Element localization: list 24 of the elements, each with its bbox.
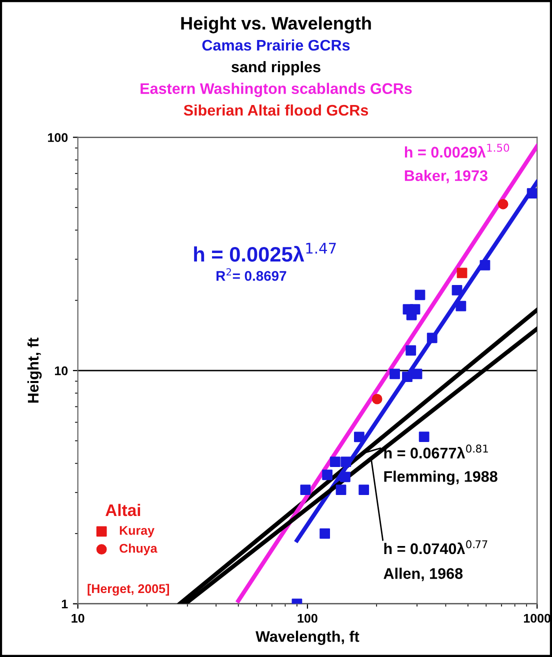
annotation: [Herget, 2005] [88,584,169,596]
annotation: Flemming, 1988 [384,470,498,485]
y-tick-label: 100 [48,133,68,142]
chart-title: Height vs. Wavelength [181,16,371,34]
text: Eastern Washington scablands GCRs [140,82,412,98]
annotation: h = 0.0025λ$^{1.47}$ [194,242,336,262]
text: Siberian Altai flood GCRs [184,104,368,116]
y-tick-label: 10 [54,366,68,376]
y-tick-label: 1 [62,600,68,608]
annotation: h = 0.0029λ$^{1.50}$ [404,144,510,158]
x-axis-title: Wavelength, ft [256,630,360,646]
text: Camas Prairie GCRs [202,39,350,51]
annotation: Allen, 1968 [384,568,463,582]
legend-label: Kuray [120,526,154,538]
annotation: h = 0.0740λ$^{0.77}$ [384,540,488,554]
legend-label: Chuya [120,544,158,556]
annotation: R$^{2}$= 0.8697 [216,268,286,281]
y-axis-title: Height, ft [27,338,42,403]
legend-title: Altai [106,504,140,516]
x-tick-label: 10 [72,614,84,623]
text: sand ripples [232,61,320,76]
annotation: Baker, 1973 [404,170,488,184]
x-tick-label: 1000 [524,614,550,623]
x-tick-label: 100 [298,614,318,623]
